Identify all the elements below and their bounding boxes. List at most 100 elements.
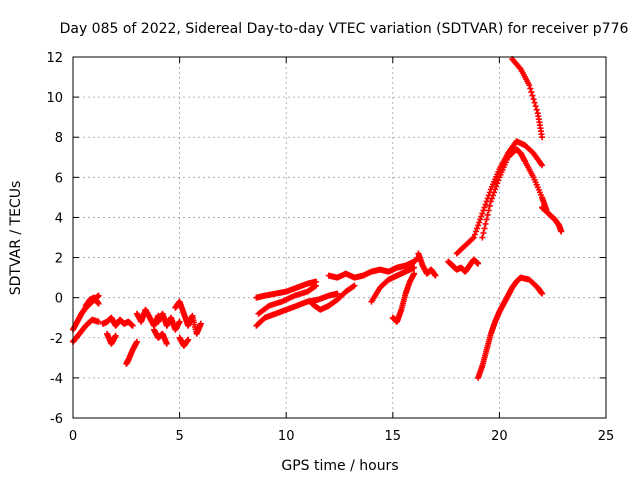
data-point [475,222,482,229]
data-point [481,204,488,211]
y-tick-label: -6 [50,412,63,427]
series-arc-23 [509,56,546,141]
data-point [482,220,489,227]
data-point [470,234,477,241]
data-point [490,192,497,199]
data-points [70,56,565,381]
data-point [471,231,478,238]
data-point [112,332,119,339]
data-point [411,270,418,277]
data-point [479,234,486,241]
x-tick-label: 0 [69,429,77,444]
data-point [334,290,341,297]
data-point [487,198,494,205]
data-point [411,264,418,271]
chart-title: Day 085 of 2022, Sidereal Day-to-day VTE… [60,21,629,37]
data-point [533,106,540,113]
data-point [494,180,501,187]
data-point [539,134,546,141]
series-arc-24 [539,204,565,235]
data-point [163,340,170,347]
series-arc-09 [151,326,170,347]
data-point [483,216,490,223]
series-arc-07 [133,306,162,329]
data-point [432,272,439,279]
data-point [475,260,482,267]
data-point [480,229,487,236]
data-point [532,103,539,110]
y-tick-label: 0 [55,292,63,307]
data-point [476,219,483,226]
series-arc-04 [99,314,136,329]
y-tick-label: 10 [46,91,63,106]
series-arc-14 [255,282,320,317]
x-tick-label: 10 [278,429,295,444]
series-arc-08 [155,310,183,333]
y-tick-label: 6 [55,171,63,186]
x-tick-label: 20 [491,429,508,444]
x-axis-label: GPS time / hours [281,458,398,474]
y-tick-label: 12 [46,51,63,66]
data-point [129,322,136,329]
data-point [492,186,499,193]
data-point [491,189,498,196]
data-point [313,282,320,289]
data-point [539,162,546,169]
data-point [486,202,493,209]
series-arc-05 [104,330,119,347]
y-tick-label: -4 [50,372,63,387]
data-point [481,225,488,232]
data-point [485,207,492,214]
x-tick-label: 25 [598,429,615,444]
data-point [95,318,102,325]
series-arc-25 [475,274,546,381]
series-arc-18 [389,270,418,325]
series-arc-11 [176,334,192,349]
data-point [95,300,102,307]
data-point [484,211,491,218]
data-point [95,292,102,299]
data-point [558,228,565,235]
data-point [530,96,537,103]
data-point [472,228,479,235]
y-tick-label: 8 [55,131,63,146]
y-tick-label: 4 [55,211,63,226]
series-arc-19 [415,250,439,279]
data-point [176,318,183,325]
data-point [133,338,140,345]
series-arc-20 [445,256,482,275]
y-axis-label: SDTVAR / TECUs [8,181,24,296]
x-tick-label: 15 [385,429,402,444]
series-arc-15 [308,282,358,313]
plot-frame [72,56,607,419]
data-point [185,336,192,343]
series-arc-06 [123,338,140,367]
data-point [488,195,495,202]
data-point [480,207,487,214]
data-point [479,210,486,217]
data-point [528,89,535,96]
series-arc-21 [453,138,546,257]
x-tick-label: 5 [175,429,183,444]
y-tick-label: -2 [50,332,63,347]
grid [72,56,607,419]
data-point [477,216,484,223]
series-arc-17 [368,264,418,305]
data-point [495,177,502,184]
data-point [531,99,538,106]
data-point [469,235,476,242]
data-point [197,320,204,327]
series-arc-03 [82,294,102,309]
data-point [539,290,546,297]
data-point [527,85,534,92]
tick-labels: 0 5 10 15 20 25 -6 -4 -2 0 2 4 6 8 10 12 [46,51,614,444]
data-point [493,183,500,190]
data-point [478,213,485,220]
y-tick-label: 2 [55,252,63,267]
data-point [351,282,358,289]
data-point [474,225,481,232]
series-arc-10 [172,298,204,337]
data-point [526,82,533,89]
data-point [529,92,536,99]
